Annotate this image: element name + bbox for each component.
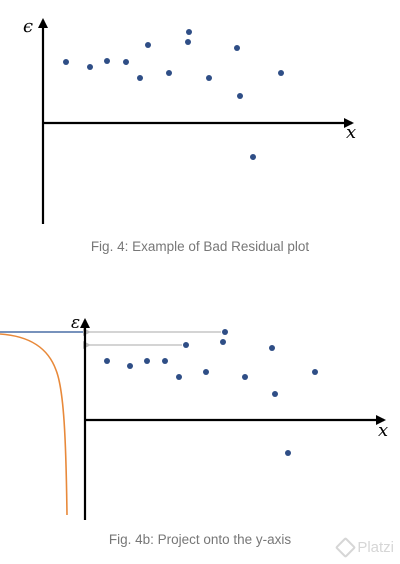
data-point-5 [176,374,182,380]
data-point-2 [127,363,133,369]
residual-scatter-chart: ϵ x [23,16,356,224]
data-point-9 [186,29,192,35]
scatter-points [104,329,318,456]
data-point-14 [312,369,318,375]
data-point-3 [144,358,150,364]
data-point-10 [242,374,248,380]
figure-caption: Fig. 4: Example of Bad Residual plot [90,239,310,254]
y-axis-label: ϵ [23,16,33,37]
x-axis-label: x [378,420,388,441]
orange-curve [0,333,68,516]
data-point-8 [185,39,191,45]
data-point-1 [63,59,69,65]
data-point-6 [183,342,189,348]
watermark-text: Platzi [357,539,394,556]
data-point-10 [206,75,212,81]
data-point-9 [222,329,228,335]
projection-scatter-chart: ε x [0,313,388,520]
data-point-5 [137,75,143,81]
data-point-11 [269,345,275,351]
figure-caption: Fig. 4b: Project onto the y-axis [108,532,292,547]
data-point-13 [285,450,291,456]
figure-residual-plot: ϵ x Fig. 4: Example of Bad Residual plot [0,0,400,260]
data-point-3 [104,58,110,64]
data-point-14 [278,70,284,76]
y-axis-label: ε [71,313,80,333]
x-axis-label: x [346,122,356,143]
data-point-4 [123,59,129,65]
figure-projection-plot: ε x Fig. 4b: Project onto the y-axis [0,300,400,564]
data-point-2 [87,64,93,70]
data-point-12 [272,391,278,397]
data-point-7 [203,369,209,375]
data-point-8 [220,339,226,345]
data-point-1 [104,358,110,364]
platzi-logo-icon [335,536,357,559]
data-point-11 [234,45,240,51]
data-point-12 [237,93,243,99]
projection-lines [83,328,221,349]
data-point-13 [250,154,256,160]
data-point-4 [162,358,168,364]
data-point-6 [145,42,151,48]
scatter-points [63,29,284,160]
platzi-watermark: Platzi [335,536,394,559]
data-point-7 [166,70,172,76]
